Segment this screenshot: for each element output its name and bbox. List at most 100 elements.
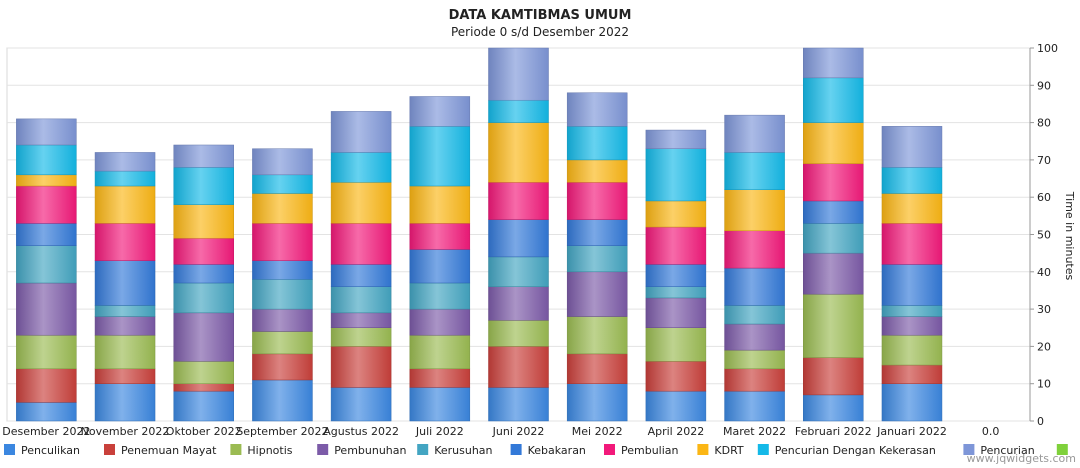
bar-segment[interactable]: [252, 379, 313, 422]
bar-segment[interactable]: [409, 308, 471, 336]
bar-segment[interactable]: [566, 219, 628, 246]
bar-segment[interactable]: [94, 383, 156, 422]
legend-label[interactable]: Pencurian Dengan Kekerasan: [775, 444, 936, 457]
bar-segment[interactable]: [645, 264, 707, 287]
bar-segment[interactable]: [409, 334, 471, 370]
legend-label[interactable]: Pembulian: [621, 444, 679, 457]
bar-segment[interactable]: [94, 334, 156, 370]
bar-segment[interactable]: [330, 286, 392, 314]
bar-segment[interactable]: [566, 383, 628, 422]
bar-segment[interactable]: [488, 286, 549, 321]
bar-segment[interactable]: [803, 252, 864, 295]
bar-segment[interactable]: [16, 144, 77, 176]
bar-segment[interactable]: [566, 182, 628, 220]
bar-segment[interactable]: [409, 249, 471, 284]
bar-segment[interactable]: [330, 312, 392, 328]
bar-segment[interactable]: [173, 204, 234, 239]
bar-segment[interactable]: [881, 126, 943, 168]
bar-segment[interactable]: [566, 126, 628, 161]
bar-segment[interactable]: [488, 387, 549, 422]
bar-segment[interactable]: [409, 282, 471, 310]
legend-label[interactable]: Penemuan Mayat: [121, 444, 217, 457]
bar-segment[interactable]: [488, 346, 549, 388]
bar-segment[interactable]: [16, 282, 77, 336]
bar-segment[interactable]: [173, 264, 234, 284]
bar-segment[interactable]: [881, 364, 943, 384]
legend-swatch[interactable]: [510, 444, 522, 455]
bar-segment[interactable]: [881, 264, 943, 306]
bar-segment[interactable]: [16, 245, 77, 284]
bar-segment[interactable]: [252, 174, 313, 194]
bar-segment[interactable]: [94, 170, 156, 187]
legend-label[interactable]: Kebakaran: [528, 444, 586, 457]
bar-segment[interactable]: [645, 148, 707, 202]
bar-segment[interactable]: [566, 271, 628, 317]
bar-segment[interactable]: [803, 223, 864, 254]
bar-segment[interactable]: [881, 167, 943, 194]
bar-segment[interactable]: [330, 327, 392, 347]
bar-segment[interactable]: [724, 368, 785, 392]
bar-segment[interactable]: [94, 152, 156, 172]
bar-segment[interactable]: [881, 223, 943, 265]
bar-segment[interactable]: [881, 305, 943, 317]
bar-segment[interactable]: [409, 185, 471, 224]
bar-segment[interactable]: [724, 390, 785, 422]
bar-segment[interactable]: [488, 99, 549, 123]
legend-label[interactable]: Penculikan: [21, 444, 80, 457]
bar-segment[interactable]: [724, 114, 785, 153]
legend-swatch[interactable]: [697, 444, 709, 455]
bar-segment[interactable]: [881, 316, 943, 336]
bar-segment[interactable]: [252, 260, 313, 280]
legend-swatch[interactable]: [104, 444, 115, 455]
legend-swatch[interactable]: [4, 444, 15, 455]
bar-segment[interactable]: [173, 144, 234, 168]
legend-swatch[interactable]: [963, 444, 975, 455]
bar-segment[interactable]: [645, 390, 707, 422]
bar-segment[interactable]: [645, 129, 707, 149]
legend-swatch[interactable]: [417, 444, 429, 455]
bar-segment[interactable]: [330, 387, 392, 422]
bar-segment[interactable]: [252, 193, 313, 224]
bar-segment[interactable]: [16, 185, 77, 224]
legend-label[interactable]: Kerusuhan: [434, 444, 492, 457]
bar-segment[interactable]: [566, 353, 628, 384]
bar-segment[interactable]: [803, 77, 864, 123]
bar-segment[interactable]: [252, 331, 313, 355]
bar-segment[interactable]: [488, 122, 549, 183]
bar-segment[interactable]: [409, 96, 471, 127]
bar-segment[interactable]: [16, 368, 77, 403]
bar-segment[interactable]: [173, 312, 234, 362]
bar-segment[interactable]: [803, 394, 864, 422]
bar-segment[interactable]: [173, 282, 234, 314]
legend-label[interactable]: KDRT: [714, 444, 744, 457]
bar-segment[interactable]: [566, 245, 628, 273]
bar-segment[interactable]: [488, 219, 549, 258]
bar-segment[interactable]: [566, 92, 628, 127]
bar-segment[interactable]: [409, 368, 471, 388]
legend-swatch[interactable]: [604, 444, 615, 455]
bar-segment[interactable]: [645, 297, 707, 329]
bar-segment[interactable]: [409, 387, 471, 422]
bar-segment[interactable]: [724, 230, 785, 269]
bar-segment[interactable]: [645, 200, 707, 228]
legend-label[interactable]: Hipnotis: [247, 444, 292, 457]
bar-segment[interactable]: [803, 47, 864, 79]
bar-segment[interactable]: [881, 383, 943, 422]
bar-segment[interactable]: [881, 193, 943, 224]
bar-segment[interactable]: [252, 148, 313, 176]
bar-segment[interactable]: [94, 368, 156, 384]
legend-swatch[interactable]: [230, 444, 242, 455]
bar-segment[interactable]: [803, 163, 864, 202]
bar-segment[interactable]: [252, 308, 313, 332]
bar-segment[interactable]: [645, 327, 707, 362]
bar-segment[interactable]: [803, 293, 864, 358]
bar-segment[interactable]: [173, 383, 234, 392]
bar-segment[interactable]: [724, 267, 785, 306]
bar-segment[interactable]: [252, 279, 313, 310]
bar-segment[interactable]: [645, 286, 707, 299]
bar-segment[interactable]: [488, 320, 549, 347]
bar-segment[interactable]: [330, 111, 392, 153]
bar-segment[interactable]: [16, 174, 77, 187]
legend-swatch[interactable]: [1056, 444, 1068, 455]
bar-segment[interactable]: [16, 334, 77, 370]
